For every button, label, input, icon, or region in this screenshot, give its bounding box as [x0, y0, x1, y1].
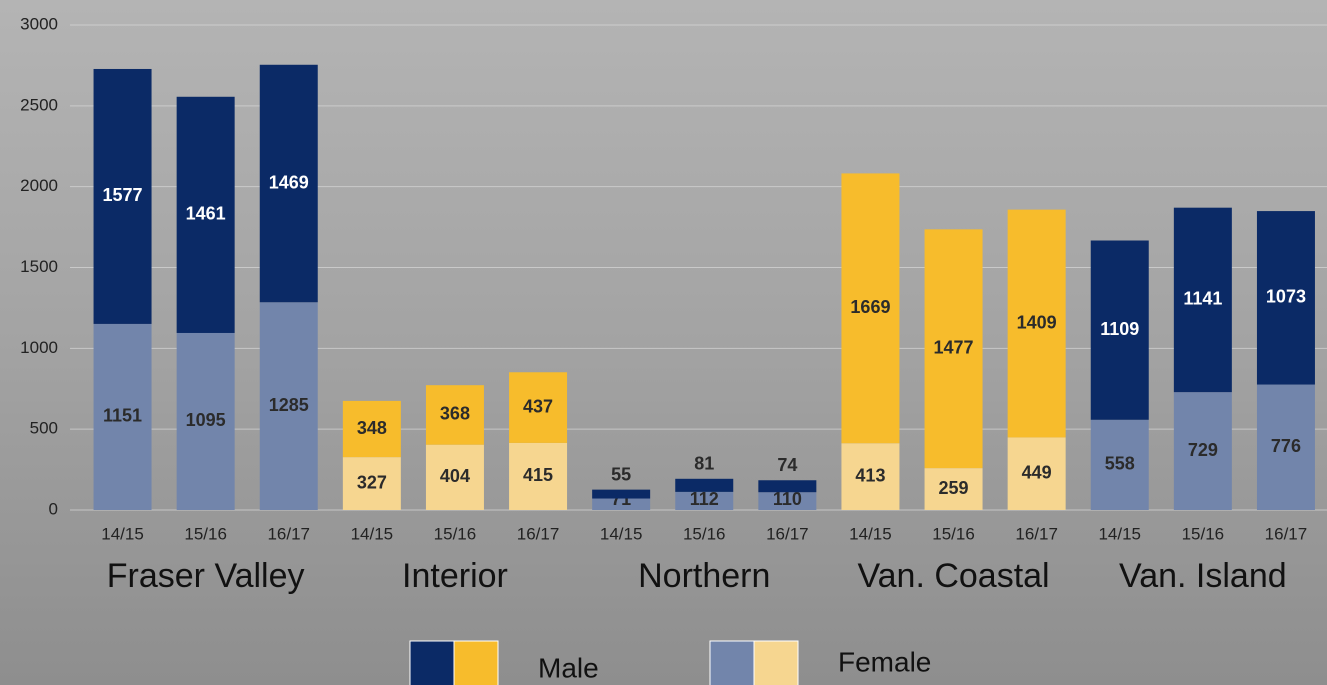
data-label: 776: [1271, 436, 1301, 456]
x-tick-label: 14/15: [600, 524, 643, 543]
x-tick-label: 15/16: [932, 524, 975, 543]
data-label: 327: [357, 472, 387, 492]
y-tick-label: 3000: [20, 14, 58, 33]
legend-swatch: [753, 640, 799, 685]
data-label: 348: [357, 418, 387, 438]
bar-segment: [93, 68, 152, 324]
x-tick-label: 16/17: [766, 524, 809, 543]
x-tick-label: 14/15: [849, 524, 892, 543]
data-label: 1141: [1183, 289, 1222, 309]
x-tick-label: 16/17: [1015, 524, 1058, 543]
legend-swatch: [709, 640, 755, 685]
legend-swatch: [453, 640, 499, 685]
group-label: Interior: [402, 557, 508, 595]
x-tick-label: 15/16: [683, 524, 726, 543]
data-label: 413: [855, 465, 885, 485]
bar-segment: [425, 444, 484, 510]
data-label: 368: [440, 404, 470, 424]
legend-label: Female: [838, 646, 931, 677]
data-label: 558: [1105, 454, 1135, 474]
x-tick-label: 14/15: [101, 524, 144, 543]
bar-segment: [1256, 384, 1315, 510]
group-label: Northern: [638, 557, 770, 595]
data-label: 437: [523, 396, 553, 416]
bar-segment: [259, 302, 318, 510]
bar-segment: [1256, 211, 1315, 385]
y-tick-label: 2000: [20, 176, 58, 195]
bar-segment: [924, 468, 983, 510]
data-label: 1073: [1266, 287, 1306, 307]
data-label: 404: [440, 466, 470, 486]
group-label: Van. Coastal: [857, 557, 1049, 595]
bar-segment: [924, 229, 983, 469]
x-tick-label: 16/17: [267, 524, 310, 543]
data-label: 1095: [186, 410, 226, 430]
data-label: 1461: [186, 204, 226, 224]
x-tick-label: 14/15: [1098, 524, 1141, 543]
data-label: 1477: [934, 337, 974, 357]
data-label: 1285: [269, 395, 309, 415]
data-label: 1109: [1100, 319, 1139, 339]
bar-segment: [342, 400, 401, 458]
bar-segment: [1173, 207, 1232, 393]
bar-segment: [592, 498, 651, 510]
bar-segment: [1090, 240, 1149, 420]
y-tick-label: 500: [30, 419, 58, 438]
data-label: 112: [690, 489, 719, 509]
bar-segment: [1007, 437, 1066, 510]
x-tick-label: 15/16: [434, 524, 477, 543]
data-label: 1469: [269, 172, 309, 192]
data-label: 81: [694, 454, 714, 474]
bar-segment: [758, 480, 817, 493]
bar-segment: [1173, 392, 1232, 510]
bar-segment: [259, 64, 318, 303]
x-tick-label: 15/16: [1182, 524, 1225, 543]
data-label: 415: [523, 465, 553, 485]
bar-segment: [675, 478, 734, 492]
legend-label: Male: [538, 652, 599, 683]
bar-segment: [93, 323, 152, 510]
x-tick-label: 15/16: [184, 524, 227, 543]
data-label: 55: [611, 464, 631, 484]
x-tick-label: 16/17: [1265, 524, 1308, 543]
bar-segment: [509, 442, 568, 510]
bar-segment: [675, 491, 734, 510]
bar-segment: [841, 173, 900, 444]
bar-segment: [758, 492, 817, 510]
data-label: 449: [1022, 462, 1052, 482]
data-label: 74: [777, 455, 797, 475]
bar-segment: [342, 457, 401, 510]
data-label: 1409: [1017, 312, 1057, 332]
bar-segment: [592, 489, 651, 499]
y-tick-label: 1500: [20, 257, 58, 276]
y-tick-label: 0: [49, 499, 58, 518]
y-tick-label: 2500: [20, 95, 58, 114]
legend-swatch: [409, 640, 455, 685]
data-label: 110: [773, 489, 802, 509]
group-label: Van. Island: [1119, 557, 1287, 595]
data-label: 1669: [850, 297, 890, 317]
bar-segment: [841, 443, 900, 510]
bar-segment: [509, 372, 568, 443]
data-label: 1151: [103, 406, 142, 426]
x-tick-label: 16/17: [517, 524, 560, 543]
bar-segment: [176, 96, 235, 333]
bar-segment: [176, 332, 235, 510]
legend: Male Female: [409, 640, 931, 685]
data-label: 259: [939, 478, 969, 498]
data-label: 1577: [103, 185, 143, 205]
bar-segment: [425, 385, 484, 445]
bar-segment: [1090, 419, 1149, 510]
y-tick-label: 1000: [20, 338, 58, 357]
group-label: Fraser Valley: [107, 557, 305, 595]
x-tick-label: 14/15: [351, 524, 394, 543]
bar-segment: [1007, 209, 1066, 438]
data-label: 729: [1188, 440, 1218, 460]
